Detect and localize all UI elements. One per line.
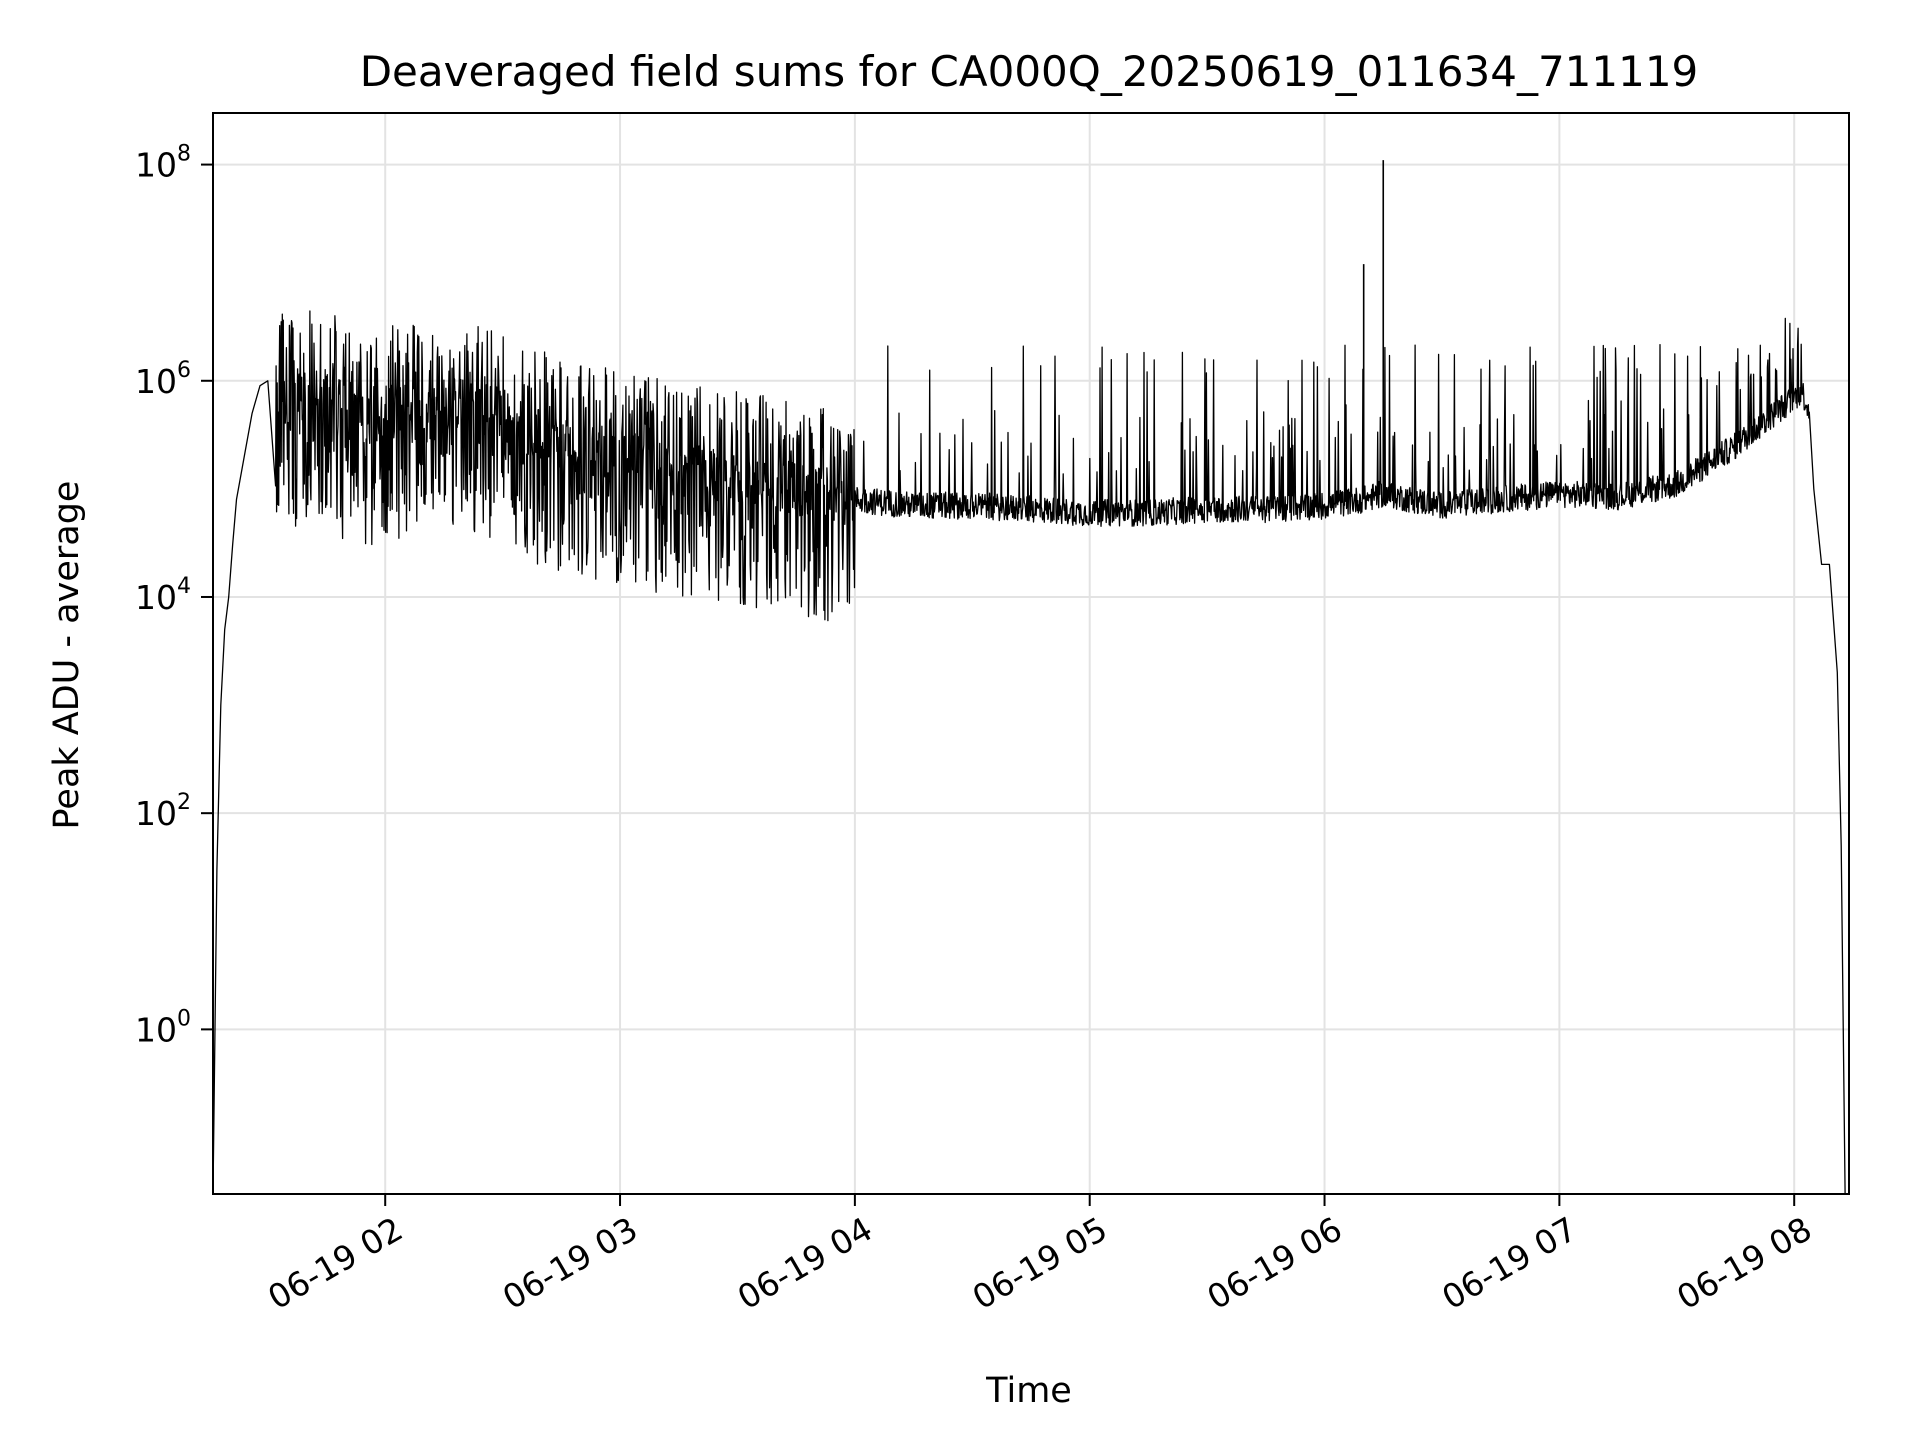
- plot-frame: [212, 112, 1850, 1195]
- grid: [213, 113, 1849, 1194]
- y-tick-label: 102: [135, 790, 191, 833]
- y-tick-label: 104: [135, 574, 191, 617]
- x-tick-label: 06-19 08: [1670, 1209, 1818, 1317]
- y-tick-label: 100: [135, 1006, 191, 1049]
- series-line: [212, 310, 1846, 1195]
- y-tick-label: 106: [135, 358, 191, 401]
- plot-area: [212, 160, 1846, 1195]
- x-tick-label: 06-19 03: [496, 1209, 644, 1317]
- x-tick-label: 06-19 04: [731, 1209, 879, 1317]
- x-axis-label: Time: [985, 1371, 1072, 1411]
- y-axis-label: Peak ADU - average: [47, 481, 87, 830]
- x-tick-label: 06-19 07: [1435, 1209, 1583, 1317]
- x-tick-label: 06-19 05: [966, 1209, 1114, 1317]
- chart-title: Deaveraged field sums for CA000Q_2025061…: [360, 47, 1699, 96]
- x-axis: 06-19 02 06-19 03 06-19 04 06-19 05 06-19 06…: [261, 1194, 1818, 1317]
- y-tick-label: 108: [135, 142, 191, 185]
- y-axis: 100 102 104 106 108: [135, 142, 213, 1049]
- x-tick-label: 06-19 06: [1201, 1209, 1349, 1317]
- x-tick-label: 06-19 02: [261, 1209, 409, 1317]
